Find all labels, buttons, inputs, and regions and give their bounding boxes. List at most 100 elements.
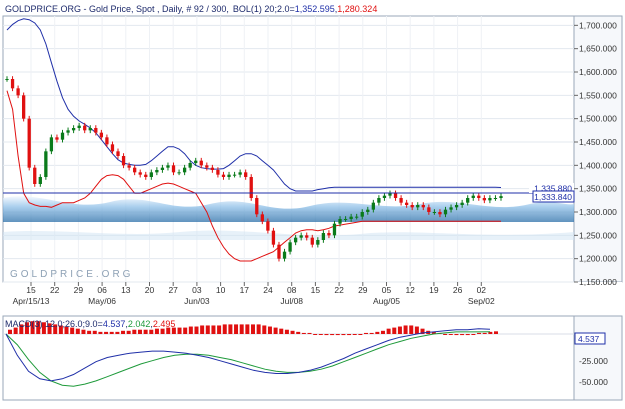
macd-histogram-bar [375, 331, 380, 334]
macd-histogram-bar [494, 331, 498, 334]
macd-tag-box [574, 332, 606, 345]
macd-value-2: 2.042 [128, 319, 151, 329]
candle-body [266, 221, 270, 231]
candle-body [488, 198, 492, 201]
price-tick-label: 1,200.000 [579, 254, 617, 264]
macd-histogram-bar [41, 322, 46, 334]
candle-body [466, 198, 470, 203]
candle-body [194, 160, 198, 163]
macd-histogram-bar [211, 325, 216, 334]
macd-histogram-bar [341, 334, 346, 336]
candle-body [366, 209, 370, 212]
candle-body [438, 212, 442, 215]
macd-histogram-bar [460, 334, 465, 336]
candle-body [355, 216, 359, 218]
candle-body [416, 205, 420, 208]
candle-body [321, 233, 326, 240]
candle-body [482, 198, 486, 201]
candle-body [121, 156, 126, 166]
macd-tag: 4.537 [578, 334, 600, 344]
date-tick-label: 29 [74, 285, 84, 295]
last-price-tag-box [532, 190, 575, 203]
macd-histogram-bar [228, 324, 233, 334]
month-label: Jun/03 [184, 296, 210, 306]
macd-histogram-bar [36, 321, 41, 334]
candle-body [227, 174, 231, 177]
date-tick-label: 24 [263, 285, 273, 295]
candle-body [205, 165, 209, 168]
candle-body [221, 174, 226, 177]
candle-body [166, 165, 170, 168]
date-tick-label: 26 [453, 285, 463, 295]
macd-histogram-bar [104, 331, 109, 334]
date-tick-label: 15 [311, 285, 321, 295]
macd-histogram-bar [251, 324, 255, 334]
macd-histogram-bar [58, 325, 63, 334]
date-tick-label: 22 [50, 285, 60, 295]
date-tick-label: 05 [382, 285, 392, 295]
macd-histogram-bar [403, 325, 408, 334]
macd-histogram-bar [217, 325, 222, 334]
macd-histogram-bar [245, 324, 250, 334]
candle-body [238, 172, 242, 175]
macd-histogram-bar [239, 324, 244, 334]
date-tick-label: 19 [429, 285, 439, 295]
candle-body [10, 79, 15, 89]
candle-body [105, 137, 109, 145]
candle-body [316, 240, 320, 245]
macd-histogram-bar [188, 326, 193, 334]
month-label: Jul/08 [280, 296, 303, 306]
candle-body [360, 212, 364, 217]
candle-body [60, 132, 65, 140]
macd-histogram-bar [143, 329, 148, 334]
bol-label: BOL(1) 20;2.0= [233, 4, 295, 14]
candle-body [5, 79, 9, 80]
macd-histogram-bar [279, 328, 284, 334]
candle-body [382, 195, 387, 198]
macd-histogram-bar [313, 334, 318, 335]
candle-body [288, 242, 292, 252]
macd-histogram-bar [115, 331, 120, 334]
macd-line [5, 328, 491, 382]
macd-histogram-bar [149, 329, 154, 334]
macd-histogram-bar [335, 334, 340, 336]
bol-upper-value: 1,352.595 [295, 4, 335, 14]
candle-body [66, 130, 70, 133]
upper-band-tag-box [529, 183, 574, 193]
candle-body [149, 172, 153, 177]
macd-histogram-bar [397, 326, 402, 334]
macd-histogram-bar [307, 332, 312, 334]
month-label: Apr/15/13 [13, 296, 50, 306]
bol-lower-value: 1,280.324 [337, 4, 377, 14]
macd-histogram-bar [194, 326, 199, 334]
macd-histogram-bar [324, 334, 329, 336]
macd-histogram-bar [290, 330, 295, 334]
price-tick-label: 1,550.000 [579, 90, 617, 100]
date-tick-label: 13 [121, 285, 131, 295]
candle-body [277, 244, 281, 259]
candle-body [338, 219, 342, 224]
candle-body [305, 235, 309, 238]
macd-histogram-bar [380, 330, 385, 334]
macd-histogram-bar [234, 324, 239, 334]
date-tick-label: 17 [240, 285, 250, 295]
macd-histogram-bar [414, 326, 419, 334]
macd-histogram-bar [70, 327, 75, 334]
upper-band-line [6, 18, 502, 192]
candle-body [116, 151, 120, 156]
water-shine [3, 230, 574, 240]
date-tick-label: 12 [405, 285, 415, 295]
date-tick-label: 10 [216, 285, 226, 295]
candle-body [282, 251, 287, 259]
macd-histogram-bar [154, 328, 159, 334]
candle-body [421, 205, 425, 208]
candle-body [99, 132, 104, 138]
macd-separator-1: , [125, 319, 128, 329]
candle-body [16, 88, 20, 96]
price-panel [2, 15, 575, 283]
candle-body [349, 216, 353, 219]
candle-body [371, 202, 375, 210]
macd-histogram-bar [126, 330, 131, 334]
macd-histogram-bar [409, 325, 414, 334]
macd-histogram-bar [471, 334, 476, 335]
